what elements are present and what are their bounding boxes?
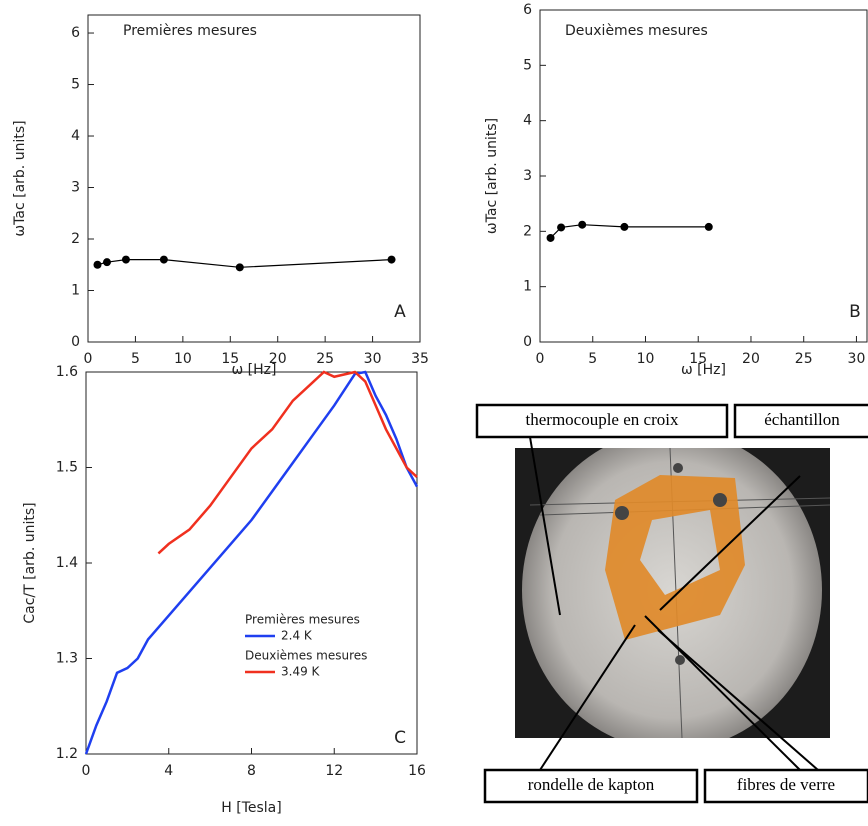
plot-frame bbox=[539, 9, 868, 343]
x-tick-label: 30 bbox=[364, 351, 382, 367]
photo-label: thermocouple en croix bbox=[526, 410, 679, 429]
y-tick-label: 2 bbox=[71, 231, 80, 247]
x-tick-label: 35 bbox=[411, 351, 429, 367]
y-tick-label: 0 bbox=[71, 334, 80, 350]
x-tick-label: 15 bbox=[221, 351, 239, 367]
panel-label: B bbox=[849, 302, 861, 322]
annotation: Deuxièmes mesures bbox=[565, 23, 708, 39]
x-tick-label: 15 bbox=[689, 351, 707, 367]
x-tick-label: 0 bbox=[536, 351, 545, 367]
x-tick-label: 0 bbox=[82, 763, 91, 779]
panel-label: C bbox=[394, 728, 406, 748]
x-tick-label: 5 bbox=[588, 351, 597, 367]
data-line bbox=[97, 259, 392, 268]
plot-frame bbox=[85, 371, 418, 755]
legend-group: Deuxièmes mesures bbox=[245, 649, 367, 663]
photo-label: rondelle de kapton bbox=[528, 775, 655, 794]
data-point bbox=[102, 258, 111, 267]
y-tick-label: 1.3 bbox=[56, 651, 78, 667]
y-tick-label: 6 bbox=[71, 25, 80, 41]
y-tick-label: 2 bbox=[523, 223, 532, 239]
y-tick-label: 0 bbox=[523, 334, 532, 350]
photo bbox=[515, 448, 830, 738]
y-axis-label: ωTac [arb. units] bbox=[12, 120, 28, 236]
y-tick-label: 4 bbox=[71, 128, 80, 144]
x-tick-label: 5 bbox=[131, 351, 140, 367]
data-line bbox=[84, 370, 419, 755]
data-point bbox=[620, 222, 629, 231]
x-tick-label: 0 bbox=[84, 351, 93, 367]
x-axis-label: ω [Hz] bbox=[232, 362, 277, 378]
y-tick-label: 1 bbox=[523, 279, 532, 295]
y-tick-label: 6 bbox=[523, 2, 532, 18]
x-tick-label: 8 bbox=[247, 763, 256, 779]
x-axis-label: ω [Hz] bbox=[681, 362, 726, 378]
y-tick-label: 5 bbox=[71, 77, 80, 93]
y-tick-label: 5 bbox=[523, 57, 532, 73]
data-line bbox=[157, 370, 418, 555]
data-point bbox=[578, 220, 587, 229]
x-tick-label: 16 bbox=[408, 763, 426, 779]
legend-label: 2.4 K bbox=[281, 629, 313, 643]
data-point bbox=[546, 233, 555, 242]
y-tick-label: 3 bbox=[71, 180, 80, 196]
data-point bbox=[704, 222, 713, 231]
y-axis-label: Cac/T [arb. units] bbox=[22, 502, 38, 623]
x-tick-label: 25 bbox=[795, 351, 813, 367]
x-tick-label: 30 bbox=[848, 351, 866, 367]
y-tick-label: 1.6 bbox=[56, 364, 78, 380]
x-axis-label: H [Tesla] bbox=[221, 800, 281, 816]
data-point bbox=[557, 223, 566, 232]
x-tick-label: 25 bbox=[316, 351, 334, 367]
annotation: Premières mesures bbox=[123, 23, 257, 39]
data-point bbox=[93, 260, 102, 269]
y-tick-label: 4 bbox=[523, 113, 532, 129]
legend-label: 3.49 K bbox=[281, 665, 321, 679]
data-point bbox=[235, 263, 244, 272]
x-tick-label: 4 bbox=[164, 763, 173, 779]
x-tick-label: 12 bbox=[325, 763, 343, 779]
y-tick-label: 1.5 bbox=[56, 460, 78, 476]
y-tick-label: 3 bbox=[523, 168, 532, 184]
y-tick-label: 1.2 bbox=[56, 746, 78, 762]
data-point bbox=[121, 255, 130, 264]
y-axis-label: ωTac [arb. units] bbox=[484, 118, 500, 234]
plot-frame bbox=[87, 14, 421, 343]
photo-label: fibres de verre bbox=[737, 775, 835, 794]
x-tick-label: 10 bbox=[637, 351, 655, 367]
data-line bbox=[550, 224, 709, 239]
y-tick-label: 1 bbox=[71, 283, 80, 299]
x-tick-label: 20 bbox=[742, 351, 760, 367]
data-point bbox=[159, 255, 168, 264]
x-tick-label: 10 bbox=[174, 351, 192, 367]
photo-label: échantillon bbox=[764, 410, 840, 429]
photo-callouts bbox=[475, 403, 868, 804]
x-tick-label: 20 bbox=[269, 351, 287, 367]
data-point bbox=[387, 255, 396, 264]
panel-label: A bbox=[394, 302, 406, 322]
y-tick-label: 1.4 bbox=[56, 555, 78, 571]
legend-group: Premières mesures bbox=[245, 613, 360, 627]
